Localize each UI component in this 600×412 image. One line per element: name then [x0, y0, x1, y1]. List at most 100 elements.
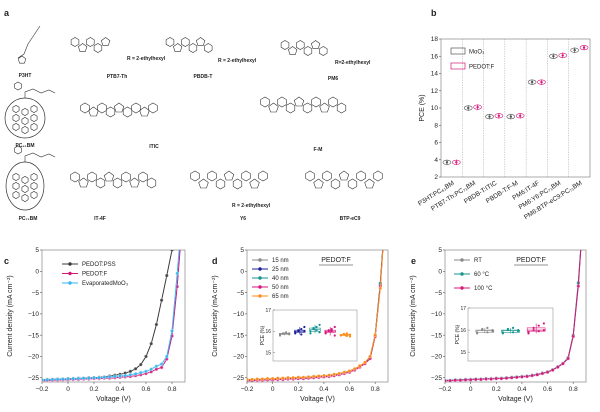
data-point [555, 365, 560, 369]
cage [5, 161, 45, 211]
data-point [520, 375, 524, 379]
data-point [164, 273, 169, 278]
ring [112, 177, 123, 189]
molecule-label: PC₆₁BM [15, 143, 34, 149]
ring [319, 46, 328, 56]
data-point [448, 378, 452, 382]
data-point [552, 55, 555, 58]
molecule-it-4f [70, 171, 157, 189]
y-axis-label: Current density (mA cm⁻²) [212, 275, 219, 357]
x-tick-label: −0.2 [241, 386, 254, 393]
inset-point [330, 330, 333, 333]
data-point [332, 372, 337, 377]
ring [113, 102, 125, 113]
data-point [154, 322, 159, 327]
ring [148, 102, 158, 114]
legend-swatch [450, 62, 466, 70]
data-point [50, 377, 55, 382]
ring [122, 106, 133, 118]
data-point [275, 376, 280, 381]
inset-y-tick-label: 15 [265, 350, 271, 356]
legend-label: 100 °C [474, 286, 493, 292]
inset-point [318, 323, 321, 326]
ring [319, 102, 330, 113]
inset-box [526, 327, 546, 332]
molecule-label: BTP-eC9 [340, 216, 361, 222]
data-point [175, 271, 180, 276]
legend-label: EvaporatedMoO₃ [82, 281, 129, 287]
ring [146, 177, 157, 189]
x-axis-label: Voltage (V) [96, 396, 131, 403]
panel-label-e: e [411, 256, 416, 266]
inset-y-tick-label: 16 [265, 329, 271, 335]
ring [30, 114, 38, 122]
inset-y-tick-label: 17 [460, 306, 466, 312]
data-point [540, 80, 543, 84]
plot-area [445, 250, 582, 382]
data-point [530, 80, 534, 84]
ring [336, 102, 347, 114]
ring [12, 173, 20, 181]
data-point [176, 218, 179, 221]
x-tick-label: 0.2 [492, 386, 501, 393]
data-point [45, 378, 50, 382]
molecule-label: F-M [314, 147, 323, 153]
y-axis-label: Current density (mA cm⁻²) [410, 275, 417, 357]
ring [30, 105, 38, 113]
inset-box [475, 329, 495, 333]
inset-point [486, 331, 489, 334]
molecule-ptb7-th [70, 37, 111, 53]
x-tick-label: 0.6 [543, 386, 552, 393]
ring [21, 117, 29, 125]
ring [260, 96, 270, 108]
y-tick-label: −10 [28, 311, 39, 318]
molecule-f-m [260, 96, 347, 114]
data-point [327, 373, 331, 378]
data-point [378, 286, 383, 291]
x-tick-label: 0 [66, 386, 70, 393]
inset-y-tick-label: 15 [460, 350, 466, 356]
ring [14, 81, 22, 91]
inset-y-tick-label: 17 [265, 308, 271, 314]
ring [322, 170, 332, 182]
series-evaporatedmoo- [42, 250, 180, 382]
ring [139, 106, 150, 117]
data-point [458, 378, 463, 382]
ring [207, 170, 217, 182]
legend-marker [258, 258, 262, 262]
ring [129, 177, 140, 188]
ring [373, 170, 383, 182]
ring [14, 145, 22, 155]
inset-y-axis-label: PCE (%) [260, 325, 266, 345]
inset-point [312, 326, 315, 330]
data-point [342, 370, 347, 375]
ring [78, 43, 88, 52]
data-point [118, 374, 122, 378]
inset-point [542, 322, 545, 325]
x-tick-label: 0.6 [141, 386, 150, 393]
inset-point [288, 333, 291, 336]
data-point [352, 366, 357, 371]
inset-point [511, 326, 515, 329]
ring [121, 171, 131, 183]
inset-point [532, 328, 535, 332]
data-point [86, 376, 91, 381]
molecule-pc71bm [5, 145, 56, 211]
data-point [476, 105, 479, 109]
data-point [170, 329, 174, 333]
data-point [445, 161, 449, 164]
inset-point [476, 332, 479, 335]
inset-point [309, 330, 312, 333]
legend-label: 25 nm [272, 267, 289, 273]
ring [95, 177, 106, 189]
molecule-label: PBDB-T [194, 74, 213, 80]
ring [249, 178, 260, 189]
data-point [384, 210, 387, 213]
panel-title: PEDOT:F [321, 257, 351, 264]
y-tick-label: −5 [435, 290, 443, 297]
data-point [154, 364, 159, 369]
data-point [322, 373, 326, 378]
data-point [60, 377, 65, 381]
y-tick-label: −25 [28, 375, 39, 382]
ring [181, 37, 190, 47]
